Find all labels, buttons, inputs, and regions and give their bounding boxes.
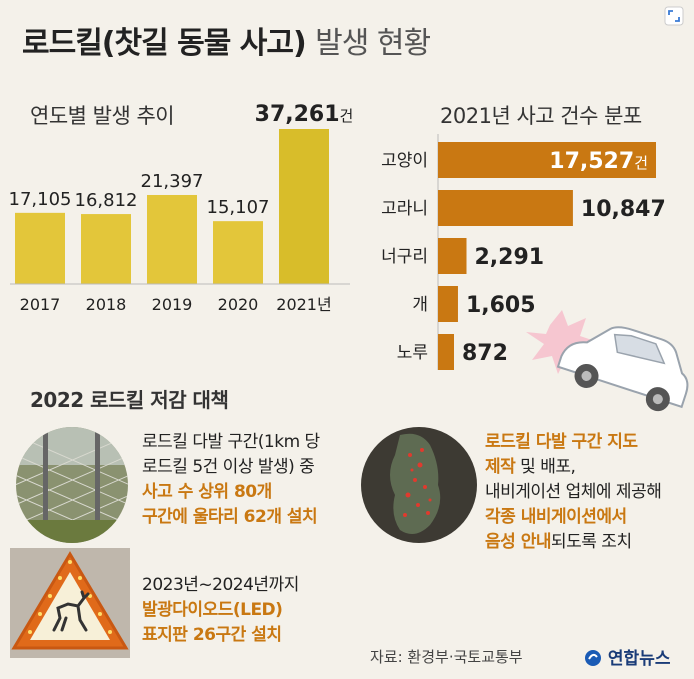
year-bar [147,194,197,284]
year-bar-value: 15,107 [207,197,270,218]
measure-3-line2-rest: 및 배포, [515,457,576,477]
title-sub: 발생 현황 [315,26,431,61]
year-category-label: 2019 [152,295,193,314]
species-bar [438,142,656,178]
measure-1-line4: 구간에 울타리 62개 설치 [142,507,318,527]
measure-2-line3: 표지판 26구간 설치 [142,625,282,645]
yearly-chart-title: 연도별 발생 추이 [30,104,175,128]
species-bar [438,190,573,226]
species-bar-value: 10,847 [581,197,666,222]
species-bar [438,286,458,322]
measure-2-line2: 발광다이오드(LED) [142,600,283,620]
measure-3-line5-hl: 음성 안내 [485,532,551,552]
measure-1-line3: 사고 수 상위 80개 [142,482,272,502]
year-category-label: 2017 [20,295,61,314]
year-category-label: 2018 [86,295,127,314]
species-category-label: 개 [412,295,428,315]
year-category-label: 2021년 [276,295,331,314]
measure-2-text: 2023년~2024년까지 발광다이오드(LED) 표지판 26구간 설치 [142,573,299,648]
measure-1-line2: 로드킬 5건 이상 발생) 중 [142,457,315,477]
measure-1-text: 로드킬 다발 구간(1km 당 로드킬 5건 이상 발생) 중 사고 수 상위 … [142,430,320,530]
year-bar [213,221,263,284]
measure-3-line5-rest: 되도록 조치 [550,532,632,552]
expand-icon[interactable] [664,6,684,26]
yonhap-logo: 연합뉴스 [584,644,670,669]
fence-photo [16,427,128,543]
year-bar [279,129,329,284]
species-bar-value: 1,605 [466,293,536,318]
species-category-label: 고양이 [381,151,428,171]
roadkill-map-image [361,427,477,543]
species-bar [438,334,454,370]
year-bar [81,214,131,284]
source-text: 자료: 환경부·국토교통부 [370,648,523,666]
measure-3-text: 로드킬 다발 구간 지도 제작 및 배포, 내비게이션 업체에 제공해 각종 내… [485,430,662,555]
species-bar [438,238,467,274]
car-crash-illustration [526,310,689,412]
year-bar-value: 21,397 [141,171,204,192]
measures-title: 2022 로드킬 저감 대책 [30,388,229,412]
species-bar-value: 17,527건 [549,149,648,174]
measure-1-line1: 로드킬 다발 구간(1km 당 [142,432,320,452]
year-category-label: 2020 [218,295,259,314]
species-bar-value: 2,291 [474,245,544,270]
deer-icon [52,590,90,632]
title-main: 로드킬(찻길 동물 사고) [22,26,307,61]
measure-3-line2-hl: 제작 [485,457,516,477]
yonhap-logo-icon [585,650,601,666]
measure-2-line1: 2023년~2024년까지 [142,575,299,595]
species-category-label: 고라니 [381,199,428,219]
year-bar-value: 37,261건 [255,102,354,127]
species-bar-value: 872 [462,341,508,366]
led-sign-illustration [10,548,130,658]
measure-3-line1: 로드킬 다발 구간 지도 [485,432,638,452]
year-bar [15,212,65,284]
measure-3-line5: 음성 안내되도록 조치 [485,530,661,555]
species-category-label: 노루 [397,343,428,363]
yonhap-logo-text: 연합뉴스 [607,649,671,669]
year-bar-value: 16,812 [75,190,138,211]
measure-3-line2: 제작 및 배포, [485,455,661,480]
value-unit: 건 [634,154,648,172]
measure-3-line4: 각종 내비게이션에서 [485,507,627,527]
species-category-label: 너구리 [381,247,428,267]
value-unit: 건 [340,107,354,125]
year-bar-value: 17,105 [9,189,72,210]
measure-3-line3: 내비게이션 업체에 제공해 [485,482,662,502]
page-title: 로드킬(찻길 동물 사고) 발생 현황 [22,18,431,62]
species-chart-title: 2021년 사고 건수 분포 [440,104,642,128]
yearly-bar-chart: 17,105 2017 16,812 2018 21,397 2019 15,107 2020… [9,102,354,314]
